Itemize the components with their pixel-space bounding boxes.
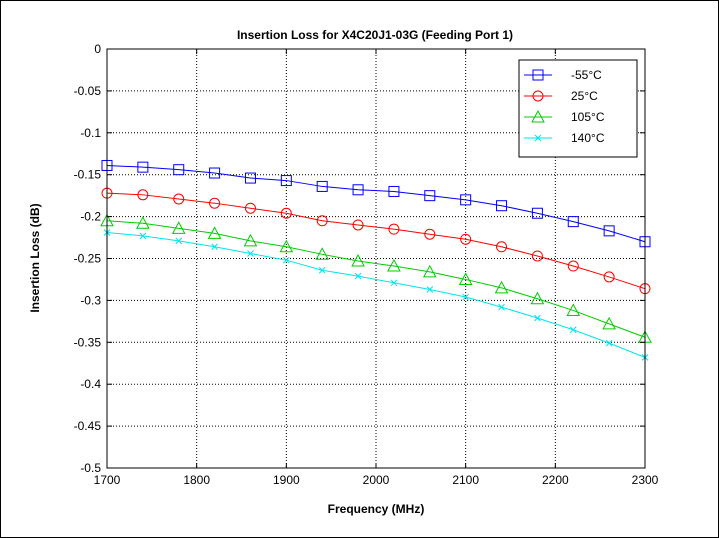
data-point bbox=[494, 280, 509, 294]
x-axis-label: Frequency (MHz) bbox=[328, 502, 425, 516]
data-point bbox=[530, 291, 545, 305]
data-point bbox=[243, 233, 258, 247]
y-tick-label: -0.1 bbox=[80, 126, 101, 140]
y-tick-label: -0.15 bbox=[74, 168, 102, 182]
data-point bbox=[316, 180, 328, 192]
data-point bbox=[209, 167, 221, 179]
data-point bbox=[244, 172, 256, 184]
data-point bbox=[387, 258, 401, 272]
data-point bbox=[534, 314, 541, 322]
data-point bbox=[496, 241, 508, 253]
data-point bbox=[352, 184, 364, 196]
data-point bbox=[426, 286, 434, 293]
data-point bbox=[207, 226, 222, 239]
data-point bbox=[531, 207, 543, 219]
data-point bbox=[458, 272, 473, 285]
data-point bbox=[282, 256, 290, 264]
legend-label: 25°C bbox=[571, 89, 598, 103]
data-point bbox=[422, 264, 437, 278]
data-point bbox=[318, 266, 326, 274]
y-tick-label: -0.3 bbox=[80, 293, 101, 307]
data-point bbox=[569, 326, 577, 334]
data-point bbox=[566, 303, 581, 316]
legend-label: -55°C bbox=[571, 68, 602, 82]
series-markers bbox=[100, 159, 652, 361]
data-point bbox=[175, 237, 183, 245]
y-tick-label: -0.05 bbox=[74, 84, 102, 98]
data-point bbox=[171, 221, 186, 234]
data-point bbox=[460, 194, 472, 206]
data-point bbox=[460, 233, 472, 245]
x-tick-labels: 1700 1800 1900 2000 2100 2200 2300 bbox=[94, 473, 659, 487]
data-point bbox=[315, 247, 330, 260]
y-tick-label: -0.2 bbox=[80, 210, 101, 224]
y-tick-label: 0 bbox=[94, 42, 101, 56]
series-line-1 bbox=[106, 192, 646, 290]
x-tick-label: 1800 bbox=[183, 473, 210, 487]
data-point bbox=[280, 207, 292, 219]
data-point bbox=[602, 316, 616, 330]
x-tick-label: 1700 bbox=[94, 473, 121, 487]
data-point bbox=[390, 279, 398, 287]
series-line-3 bbox=[106, 232, 646, 358]
legend: -55°C 25°C 105°C 140°C bbox=[518, 59, 638, 158]
x-tick-label: 1900 bbox=[273, 473, 300, 487]
data-point bbox=[136, 216, 150, 229]
data-point bbox=[173, 193, 185, 205]
data-point bbox=[498, 303, 505, 311]
legend-marker bbox=[534, 134, 542, 142]
data-point bbox=[567, 216, 579, 228]
y-tick-label: -0.5 bbox=[80, 461, 101, 475]
series-line-2 bbox=[106, 220, 646, 338]
y-tick-labels: 0 -0.05 -0.1 -0.15 -0.2 -0.25 -0.3 -0.35 -0.4 -0.… bbox=[74, 42, 102, 475]
y-tick-label: -0.4 bbox=[80, 377, 101, 391]
data-point bbox=[605, 339, 613, 347]
x-tick-label: 2000 bbox=[363, 473, 390, 487]
data-point bbox=[209, 197, 221, 209]
data-point bbox=[603, 271, 615, 283]
data-point bbox=[280, 175, 292, 187]
series-line-0 bbox=[106, 164, 646, 243]
data-point bbox=[567, 260, 579, 272]
y-axis-label: Insertion Loss (dB) bbox=[28, 203, 42, 312]
data-point bbox=[603, 225, 615, 237]
data-point bbox=[279, 239, 294, 253]
y-tick-label: -0.45 bbox=[74, 419, 102, 433]
data-point bbox=[137, 161, 149, 173]
chart-title: Insertion Loss for X4C20J1-03G (Feeding … bbox=[237, 28, 513, 42]
legend-marker bbox=[532, 90, 544, 102]
data-point bbox=[462, 293, 470, 301]
axis-ticks bbox=[106, 48, 646, 469]
data-point bbox=[531, 250, 543, 262]
data-point bbox=[424, 190, 436, 202]
data-point bbox=[388, 223, 400, 235]
y-tick-label: -0.25 bbox=[74, 252, 102, 266]
series-lines bbox=[106, 164, 646, 358]
y-tick-label: -0.35 bbox=[74, 335, 102, 349]
data-point bbox=[137, 189, 149, 201]
data-point bbox=[352, 219, 364, 231]
legend-box bbox=[518, 59, 638, 158]
legend-marker bbox=[532, 69, 544, 81]
x-tick-label: 2200 bbox=[542, 473, 569, 487]
data-point bbox=[139, 232, 147, 240]
legend-marker bbox=[531, 109, 545, 123]
data-point bbox=[244, 202, 256, 214]
data-point bbox=[351, 253, 365, 267]
data-point bbox=[388, 185, 400, 197]
data-point bbox=[211, 243, 218, 251]
x-tick-label: 2100 bbox=[452, 473, 479, 487]
data-point bbox=[173, 164, 185, 176]
data-point bbox=[354, 272, 362, 280]
data-point bbox=[316, 215, 328, 227]
legend-label: 105°C bbox=[571, 110, 605, 124]
legend-label: 140°C bbox=[571, 131, 605, 145]
x-tick-label: 2300 bbox=[632, 473, 659, 487]
data-point bbox=[424, 228, 436, 240]
data-point bbox=[496, 200, 508, 212]
data-point bbox=[247, 250, 254, 257]
